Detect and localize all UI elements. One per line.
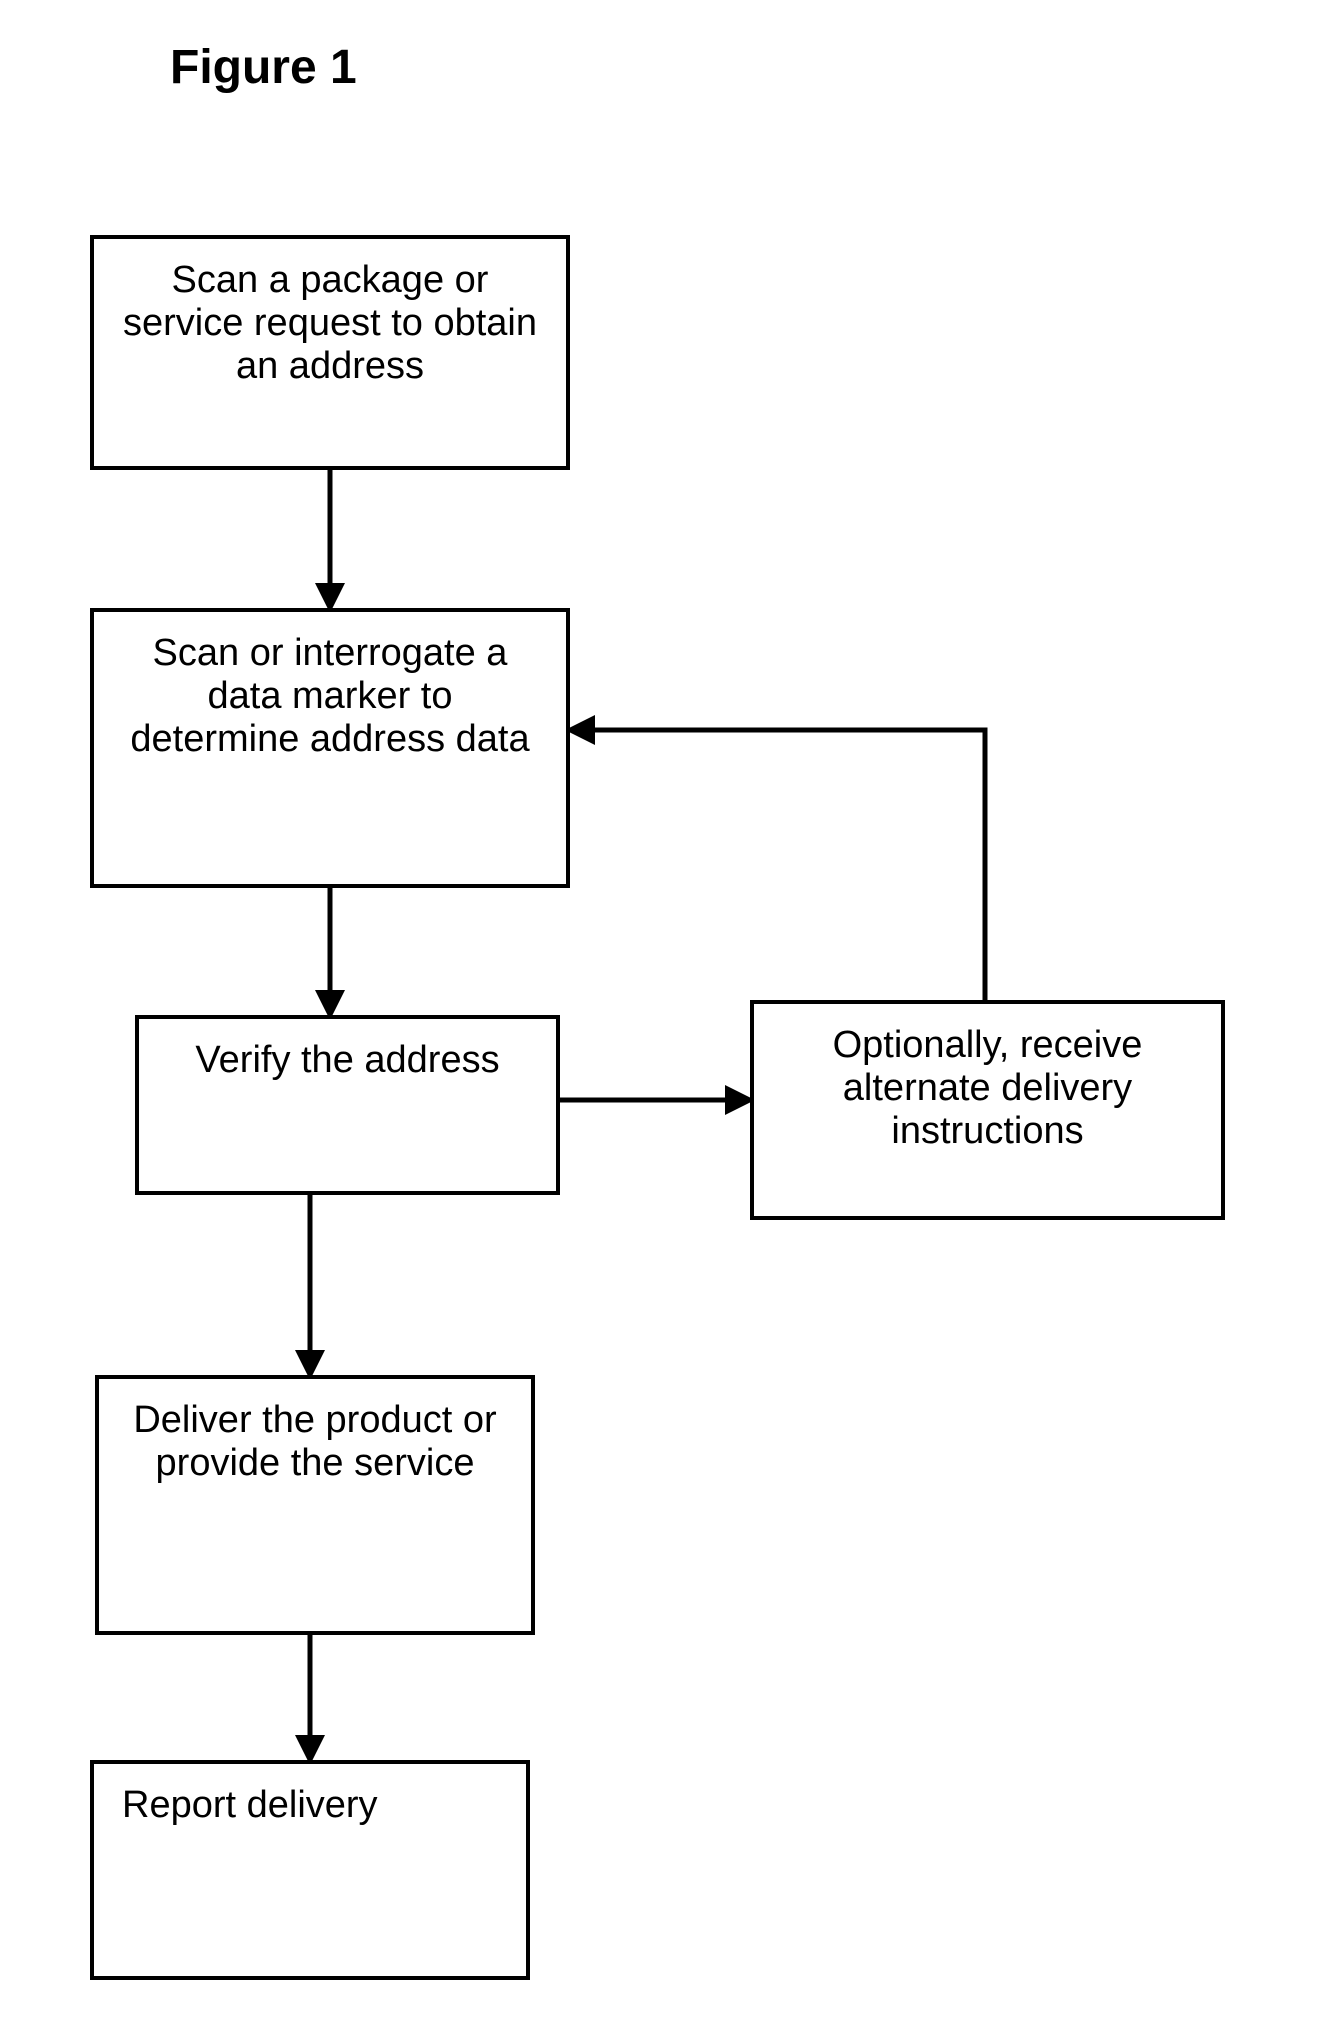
flowchart-node-scan-marker: Scan or interrogate a data marker to det…: [90, 608, 570, 888]
node-label: Deliver the product or provide the servi…: [127, 1399, 503, 1485]
flowchart-node-alternate-instructions: Optionally, receive alternate delivery i…: [750, 1000, 1225, 1220]
node-label: Scan or interrogate a data marker to det…: [122, 632, 538, 761]
flowchart-node-scan-package: Scan a package or service request to obt…: [90, 235, 570, 470]
figure-title: Figure 1: [170, 40, 357, 95]
node-label: Optionally, receive alternate delivery i…: [782, 1024, 1193, 1153]
flowchart-node-deliver: Deliver the product or provide the servi…: [95, 1375, 535, 1635]
node-label: Scan a package or service request to obt…: [122, 259, 538, 388]
node-label: Report delivery: [122, 1784, 498, 1827]
flowchart-node-verify-address: Verify the address: [135, 1015, 560, 1195]
flowchart-node-report: Report delivery: [90, 1760, 530, 1980]
node-label: Verify the address: [167, 1039, 528, 1082]
